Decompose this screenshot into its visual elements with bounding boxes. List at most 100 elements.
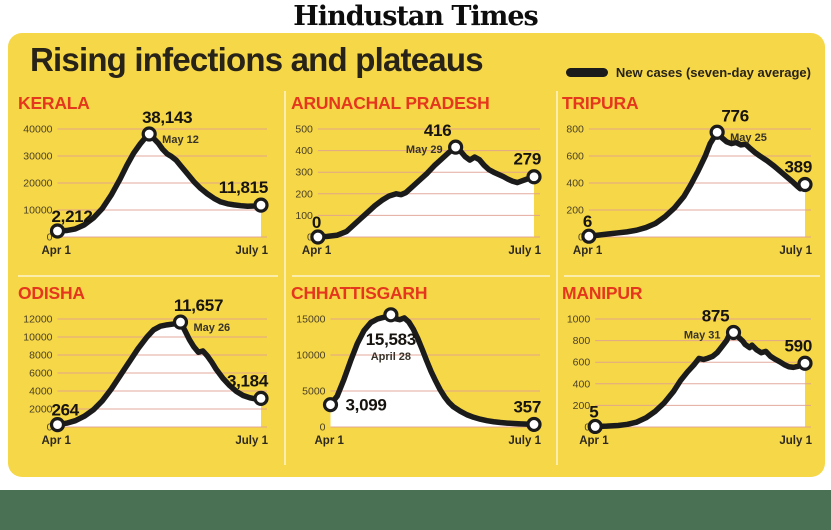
- x-label-end: July 1: [235, 435, 268, 447]
- y-tick-label: 600: [573, 357, 591, 369]
- chart-title-chhattisgarh: CHHATTISGARH: [291, 283, 428, 303]
- masthead-title: Hindustan Times: [293, 1, 538, 32]
- x-label-start: Apr 1: [579, 435, 609, 447]
- end-value-label: 279: [514, 150, 541, 169]
- case-curve: [592, 329, 808, 430]
- y-tick-label: 200: [573, 400, 591, 412]
- peak-value-label: 776: [721, 106, 748, 125]
- end-dot: [526, 169, 542, 185]
- infographic-card: Rising infections and plateaus New cases…: [8, 33, 825, 477]
- start-dot: [587, 418, 603, 435]
- end-dot: [797, 355, 813, 371]
- y-tick-label: 12000: [23, 314, 52, 326]
- end-value-label: 11,815: [219, 178, 268, 197]
- row-divider: [18, 275, 278, 277]
- y-tick-label: 10000: [296, 350, 325, 362]
- y-tick-label: 500: [295, 124, 313, 136]
- y-tick-label: 400: [295, 145, 313, 157]
- case-area: [330, 314, 534, 427]
- x-label-end: July 1: [779, 245, 812, 257]
- case-curve: [327, 312, 537, 428]
- peak-dot: [448, 139, 464, 155]
- footer-band: [0, 490, 831, 530]
- chart-title-arunachal-pradesh: ARUNACHAL PRADESH: [291, 93, 490, 113]
- y-tick-label: 800: [566, 124, 584, 136]
- y-tick-label: 15000: [296, 314, 325, 326]
- y-tick-label: 0: [578, 232, 584, 244]
- masthead: Hindustan Times: [0, 0, 831, 33]
- start-value-label: 2,212: [52, 207, 93, 226]
- peak-dot: [725, 324, 742, 341]
- y-tick-label: 300: [295, 167, 313, 179]
- y-tick-label: 30000: [23, 151, 52, 163]
- case-curve: [315, 144, 537, 240]
- peak-value-label: 416: [424, 121, 451, 140]
- case-area: [57, 322, 261, 427]
- start-value-label: 264: [52, 401, 80, 420]
- start-value-label: 5: [589, 402, 598, 421]
- x-label-start: Apr 1: [315, 435, 345, 447]
- chart-manipur: MANIPUR 0 200 400 600 800 1000 Apr 1 July 1 5 875…: [562, 283, 826, 457]
- case-area: [317, 147, 534, 237]
- case-curve: [54, 131, 264, 234]
- end-value-label: 590: [785, 336, 812, 355]
- row-divider: [564, 275, 820, 277]
- legend: New cases (seven-day average): [565, 65, 811, 80]
- case-area: [57, 134, 261, 237]
- start-dot: [49, 223, 66, 239]
- peak-dot: [172, 314, 189, 330]
- peak-date-label: May 12: [162, 134, 199, 146]
- y-tick-label: 1000: [567, 314, 591, 326]
- chart-svg-manipur: 0 200 400 600 800 1000 Apr 1 July 1 5 875 May 31 59…: [567, 307, 813, 447]
- end-dot: [253, 390, 269, 406]
- y-tick-label: 10000: [23, 205, 52, 217]
- y-tick-label: 0: [307, 232, 313, 244]
- chart-svg-chhattisgarh: 0 5000 10000 15000 Apr 1 July 1 3,099 15,583 Apr…: [296, 307, 542, 447]
- x-label-end: July 1: [508, 435, 541, 447]
- x-label-end: July 1: [235, 245, 268, 257]
- end-dot: [253, 197, 269, 213]
- chart-tripura: TRIPURA 0 200 400 600 800 Apr 1 July 1 6 776 May …: [562, 93, 826, 267]
- x-label-start: Apr 1: [42, 435, 72, 447]
- y-tick-label: 8000: [29, 350, 53, 362]
- peak-date-label: May 31: [684, 330, 721, 342]
- row-divider: [292, 275, 550, 277]
- peak-value-label: 15,583: [366, 330, 416, 349]
- page-title: Rising infections and plateaus: [30, 41, 484, 78]
- start-dot: [322, 397, 339, 413]
- chart-svg-kerala: 0 10000 20000 30000 40000 Apr 1 July 1 2,212 38,…: [23, 108, 269, 257]
- start-value-label: 3,099: [346, 396, 387, 415]
- peak-value-label: 875: [702, 307, 729, 326]
- start-value-label: 0: [312, 213, 321, 232]
- y-tick-label: 800: [573, 335, 591, 347]
- y-tick-label: 100: [295, 210, 313, 222]
- peak-dot: [709, 124, 725, 140]
- y-tick-label: 400: [566, 178, 584, 190]
- case-area: [588, 132, 805, 237]
- chart-kerala: KERALA 0 10000 20000 30000 40000 Apr 1 July 1 2…: [18, 93, 282, 267]
- start-dot: [581, 228, 597, 244]
- x-label-end: July 1: [779, 435, 812, 447]
- start-dot: [310, 229, 326, 245]
- y-tick-label: 4000: [29, 386, 53, 398]
- y-tick-label: 0: [47, 422, 53, 434]
- peak-dot: [141, 126, 157, 142]
- column-divider: [284, 91, 286, 465]
- chart-odisha: ODISHA 0 2000 4000 6000 8000 10000 12000 Apr 1 J…: [18, 283, 282, 457]
- end-value-label: 3,184: [227, 371, 269, 390]
- chart-title-tripura: TRIPURA: [562, 93, 639, 113]
- peak-value-label: 38,143: [142, 108, 192, 127]
- y-tick-label: 2000: [29, 404, 53, 416]
- x-label-start: Apr 1: [573, 245, 603, 257]
- y-tick-label: 600: [566, 151, 584, 163]
- y-tick-label: 200: [566, 205, 584, 217]
- x-label-end: July 1: [508, 245, 541, 257]
- chart-chhattisgarh: CHHATTISGARH 0 5000 10000 15000 Apr 1 July 1 3…: [291, 283, 555, 457]
- end-dot: [526, 416, 542, 433]
- y-tick-label: 10000: [23, 332, 52, 344]
- legend-label: New cases (seven-day average): [615, 65, 811, 80]
- y-tick-label: 6000: [29, 368, 53, 380]
